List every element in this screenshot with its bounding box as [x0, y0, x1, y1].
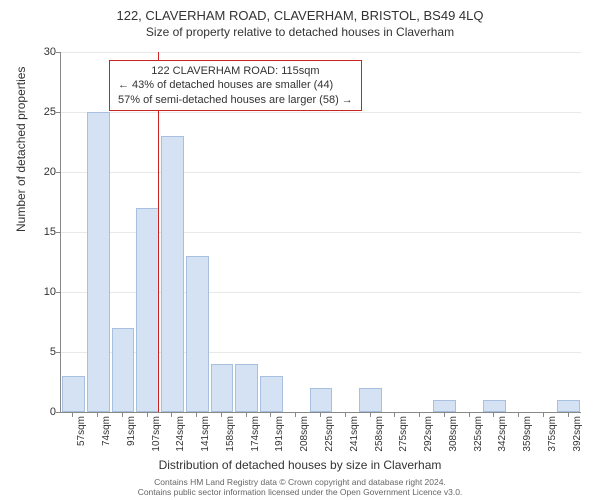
x-tick-mark [345, 412, 346, 417]
x-tick-label: 174sqm [250, 416, 261, 452]
histogram-bar [557, 400, 580, 412]
page-subtitle: Size of property relative to detached ho… [0, 23, 600, 39]
infobox-line: 122 CLAVERHAM ROAD: 115sqm [118, 64, 353, 78]
x-tick-mark [196, 412, 197, 417]
x-tick-label: 342sqm [497, 416, 508, 452]
x-tick-label: 208sqm [299, 416, 310, 452]
y-tick-label: 5 [16, 346, 56, 358]
y-tick-label: 30 [16, 46, 56, 58]
x-tick-mark [394, 412, 395, 417]
x-tick-mark [147, 412, 148, 417]
gridline [61, 172, 581, 173]
x-tick-mark [270, 412, 271, 417]
histogram-bar [483, 400, 506, 412]
infobox-line: ← 43% of detached houses are smaller (44… [118, 78, 353, 92]
x-tick-label: 275sqm [398, 416, 409, 452]
x-axis-label: Distribution of detached houses by size … [0, 458, 600, 472]
x-tick-mark [221, 412, 222, 417]
reference-infobox: 122 CLAVERHAM ROAD: 115sqm ← 43% of deta… [109, 60, 362, 111]
x-tick-mark [419, 412, 420, 417]
x-tick-label: 158sqm [225, 416, 236, 452]
x-tick-label: 241sqm [349, 416, 360, 452]
histogram-bar [310, 388, 333, 412]
y-tick-label: 10 [16, 286, 56, 298]
histogram-bar [112, 328, 135, 412]
infobox-line: 57% of semi-detached houses are larger (… [118, 93, 353, 107]
x-tick-mark [122, 412, 123, 417]
x-tick-label: 392sqm [572, 416, 583, 452]
x-tick-mark [543, 412, 544, 417]
y-tick-label: 20 [16, 166, 56, 178]
x-tick-mark [295, 412, 296, 417]
x-tick-mark [518, 412, 519, 417]
x-tick-mark [246, 412, 247, 417]
x-tick-label: 375sqm [547, 416, 558, 452]
gridline [61, 112, 581, 113]
histogram-bar [186, 256, 209, 412]
x-tick-mark [568, 412, 569, 417]
x-tick-label: 191sqm [274, 416, 285, 452]
footer-line: Contains public sector information licen… [0, 488, 600, 498]
y-axis: 051015202530 [0, 52, 60, 412]
x-tick-label: 359sqm [522, 416, 533, 452]
x-tick-label: 292sqm [423, 416, 434, 452]
x-tick-mark [97, 412, 98, 417]
histogram-bar [87, 112, 110, 412]
histogram-bar [433, 400, 456, 412]
histogram-bar [211, 364, 234, 412]
histogram-bar [161, 136, 184, 412]
x-tick-label: 57sqm [76, 416, 87, 446]
y-tick-label: 0 [16, 406, 56, 418]
x-tick-label: 258sqm [374, 416, 385, 452]
y-tick-label: 15 [16, 226, 56, 238]
x-tick-label: 325sqm [473, 416, 484, 452]
x-tick-label: 91sqm [126, 416, 137, 446]
chart-container: 122, CLAVERHAM ROAD, CLAVERHAM, BRISTOL,… [0, 0, 600, 500]
x-tick-mark [320, 412, 321, 417]
x-tick-label: 74sqm [101, 416, 112, 446]
x-tick-mark [72, 412, 73, 417]
x-tick-label: 308sqm [448, 416, 459, 452]
x-tick-mark [444, 412, 445, 417]
x-tick-mark [171, 412, 172, 417]
page-title: 122, CLAVERHAM ROAD, CLAVERHAM, BRISTOL,… [0, 0, 600, 23]
x-tick-mark [493, 412, 494, 417]
histogram-bar [260, 376, 283, 412]
gridline [61, 52, 581, 53]
histogram-bar [359, 388, 382, 412]
y-tick-label: 25 [16, 106, 56, 118]
histogram-bar [136, 208, 159, 412]
x-tick-mark [469, 412, 470, 417]
histogram-bar [235, 364, 258, 412]
x-tick-mark [370, 412, 371, 417]
attribution-footer: Contains HM Land Registry data © Crown c… [0, 478, 600, 498]
x-tick-label: 225sqm [324, 416, 335, 452]
chart-area: 122 CLAVERHAM ROAD: 115sqm ← 43% of deta… [60, 52, 581, 413]
histogram-bar [62, 376, 85, 412]
x-tick-label: 107sqm [151, 416, 162, 452]
x-axis: 57sqm 74sqm 91sqm 107sqm 124sqm 141sqm 158sqm 1… [60, 412, 580, 458]
x-tick-label: 141sqm [200, 416, 211, 452]
x-tick-label: 124sqm [175, 416, 186, 452]
